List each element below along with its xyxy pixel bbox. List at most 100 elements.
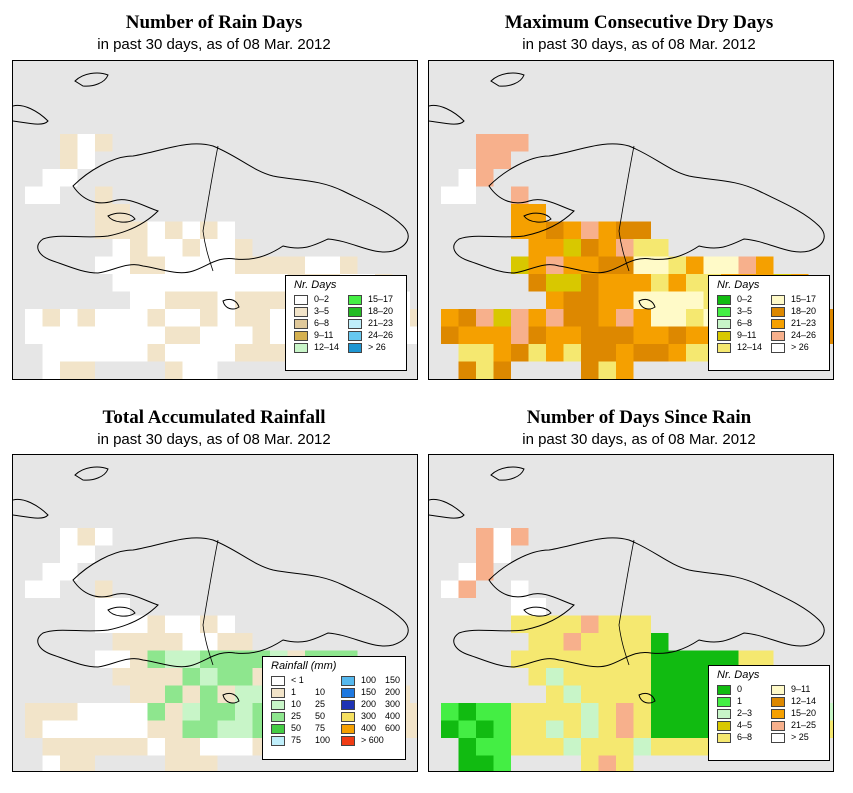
grid-cell	[147, 274, 165, 292]
grid-cell	[235, 703, 253, 721]
legend-label: 300	[361, 711, 377, 721]
coastline	[74, 72, 109, 87]
legend-label: 3–5	[314, 306, 330, 316]
grid-cell	[112, 221, 130, 239]
grid-cell	[686, 256, 704, 274]
grid-cell	[147, 326, 165, 344]
grid-cell	[200, 221, 218, 239]
grid-cell	[511, 650, 529, 668]
grid-cell	[42, 720, 60, 738]
grid-cell	[165, 738, 183, 756]
grid-cell	[77, 309, 95, 327]
legend-swatch	[771, 331, 785, 341]
grid-cell	[581, 344, 599, 362]
grid-cell	[458, 563, 476, 581]
legend-label: 1	[737, 696, 743, 706]
grid-cell	[25, 580, 43, 598]
grid-cell	[668, 291, 686, 309]
grid-cell	[200, 344, 218, 362]
grid-cell	[651, 344, 669, 362]
grid-cell	[633, 239, 651, 257]
grid-cell	[651, 633, 669, 651]
legend-label: 4–5	[737, 720, 753, 730]
legend-swatch	[717, 685, 731, 695]
grid-cell	[511, 134, 529, 152]
grid-cell	[165, 309, 183, 327]
grid-cell	[546, 239, 564, 257]
grid-cell	[130, 703, 148, 721]
grid-cell	[738, 650, 756, 668]
grid-cell	[511, 720, 529, 738]
grid-cell	[493, 738, 511, 756]
grid-cell	[252, 274, 270, 292]
grid-cell	[756, 256, 774, 274]
grid-cell	[598, 755, 616, 771]
grid-cell	[42, 703, 60, 721]
grid-cell	[60, 738, 78, 756]
grid-cell	[25, 186, 43, 204]
grid-cell	[147, 738, 165, 756]
grid-cell	[217, 344, 235, 362]
legend-swatch	[294, 307, 308, 317]
grid-cell	[112, 309, 130, 327]
grid-cell	[77, 326, 95, 344]
grid-cell	[95, 615, 113, 633]
legend-label: 75	[291, 735, 302, 745]
grid-cell	[668, 274, 686, 292]
panel-subtitle: in past 30 days, as of 08 Mar. 2012	[97, 431, 331, 448]
grid-cell	[458, 720, 476, 738]
grid-cell	[235, 633, 253, 651]
grid-cell	[200, 615, 218, 633]
legend-label: 15–17	[368, 294, 394, 304]
grid-cell	[476, 703, 494, 721]
grid-cell	[686, 326, 704, 344]
grid-cell	[668, 650, 686, 668]
legend-swatch	[771, 343, 785, 353]
grid-cell	[476, 755, 494, 771]
coastline	[107, 606, 136, 617]
grid-cell	[668, 256, 686, 274]
grid-cell	[581, 256, 599, 274]
grid-cell	[598, 720, 616, 738]
grid-cell	[130, 720, 148, 738]
grid-cell	[651, 650, 669, 668]
grid-cell	[182, 274, 200, 292]
legend-label-upper: 50	[315, 711, 326, 721]
grid-cell	[42, 580, 60, 598]
grid-cell	[77, 720, 95, 738]
grid-cell	[235, 738, 253, 756]
legend-swatch	[771, 709, 785, 719]
grid-cell	[235, 650, 253, 668]
grid-cell	[60, 703, 78, 721]
grid-cell	[493, 134, 511, 152]
grid-cell	[270, 309, 288, 327]
grid-cell	[668, 668, 686, 686]
grid-cell	[546, 703, 564, 721]
grid-cell	[441, 703, 459, 721]
grid-cell	[112, 615, 130, 633]
grid-cell	[95, 221, 113, 239]
grid-cell	[95, 598, 113, 616]
grid-cell	[633, 274, 651, 292]
coastline	[523, 212, 552, 223]
panel-rainfall: Total Accumulated Rainfall in past 30 da…	[0, 395, 428, 793]
grid-cell	[563, 633, 581, 651]
grid-cell	[147, 221, 165, 239]
grid-cell	[130, 738, 148, 756]
grid-cell	[668, 309, 686, 327]
grid-cell	[528, 256, 546, 274]
grid-cell	[563, 720, 581, 738]
grid-cell	[410, 326, 417, 344]
grid-cell	[130, 274, 148, 292]
grid-cell	[528, 633, 546, 651]
grid-cell	[217, 615, 235, 633]
legend-swatch	[271, 688, 285, 698]
coastline	[222, 298, 240, 310]
panel-days-since-rain: Number of Days Since Rain in past 30 day…	[425, 395, 853, 793]
grid-cell	[511, 528, 529, 546]
legend-swatch	[717, 307, 731, 317]
grid-cell	[581, 755, 599, 771]
grid-cell	[252, 291, 270, 309]
grid-cell	[563, 703, 581, 721]
grid-cell	[528, 738, 546, 756]
